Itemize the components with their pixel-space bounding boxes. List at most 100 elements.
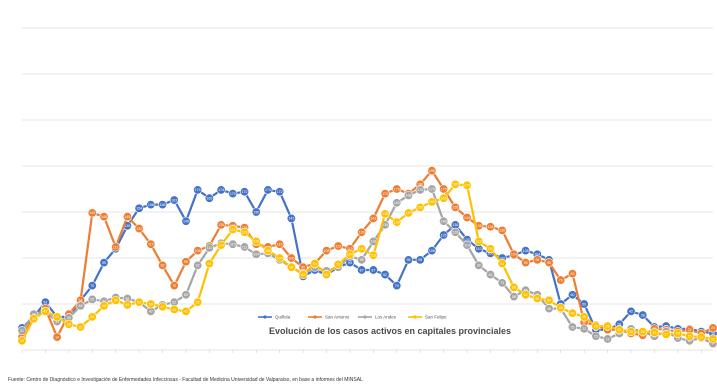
data-point xyxy=(439,216,449,226)
data-point xyxy=(544,258,554,268)
data-label: 68 xyxy=(512,286,516,290)
data-label: 22 xyxy=(617,328,621,332)
data-label: 73 xyxy=(500,281,504,285)
legend-marker xyxy=(413,315,417,319)
data-label: 100 xyxy=(277,256,283,260)
data-point xyxy=(485,222,495,232)
data-point xyxy=(134,224,144,234)
data-point xyxy=(673,328,683,338)
data-label: 52 xyxy=(137,300,141,304)
data-point xyxy=(52,332,62,342)
data-point xyxy=(567,322,577,332)
data-label: 40 xyxy=(570,312,574,316)
data-point xyxy=(532,255,542,265)
data-label: 168 xyxy=(405,194,411,198)
series-quillota: 2436523636547095110135154158158163140174… xyxy=(17,185,717,338)
data-label: 44 xyxy=(172,308,176,312)
data-label: 82 xyxy=(488,273,492,277)
data-point xyxy=(181,216,191,226)
data-label: 149 xyxy=(89,211,95,215)
legend-marker xyxy=(263,315,267,319)
data-label: 112 xyxy=(242,245,248,249)
data-point xyxy=(544,295,554,305)
data-point xyxy=(158,302,168,312)
data-label: 165 xyxy=(206,197,212,201)
data-label: 158 xyxy=(148,203,154,207)
data-label: 108 xyxy=(523,249,529,253)
data-point xyxy=(357,255,367,265)
data-label: 112 xyxy=(113,245,119,249)
data-point xyxy=(169,195,179,205)
data-label: 92 xyxy=(196,264,200,268)
data-point xyxy=(111,242,121,252)
data-label: 52 xyxy=(196,300,200,304)
data-point xyxy=(591,331,601,341)
data-label: 118 xyxy=(476,240,482,244)
data-label: 108 xyxy=(429,249,435,253)
data-label: 110 xyxy=(476,247,482,251)
legend-label: San Felipe xyxy=(425,315,447,320)
data-label: 55 xyxy=(90,298,94,302)
data-label: 48 xyxy=(102,304,106,308)
data-point xyxy=(87,294,97,304)
data-label: 143 xyxy=(288,217,294,221)
data-point xyxy=(216,185,226,195)
data-label: 103 xyxy=(370,254,376,258)
data-label: 104 xyxy=(511,253,517,257)
data-point xyxy=(661,329,671,339)
data-label: 26 xyxy=(594,324,598,328)
data-label: 131 xyxy=(230,228,236,232)
data-label: 125 xyxy=(441,233,447,237)
data-point xyxy=(368,265,378,275)
data-label: 114 xyxy=(218,243,224,247)
data-point xyxy=(521,246,531,256)
data-label: 136 xyxy=(452,223,458,227)
data-point xyxy=(509,282,519,292)
data-label: 118 xyxy=(253,240,259,244)
data-point xyxy=(368,250,378,260)
data-label: 42 xyxy=(184,310,188,314)
data-label: 18 xyxy=(676,332,680,336)
data-label: 28 xyxy=(67,323,71,327)
data-label: 15 xyxy=(594,335,598,339)
data-label: 110 xyxy=(488,247,494,251)
data-point xyxy=(17,336,27,346)
data-point xyxy=(322,246,332,256)
data-label: 92 xyxy=(161,264,165,268)
data-label: 45 xyxy=(547,307,551,311)
data-label: 179 xyxy=(464,184,470,188)
data-label: 175 xyxy=(429,187,435,191)
data-point xyxy=(403,255,413,265)
data-point xyxy=(275,253,285,263)
legend-item-san-felipe: San Felipe xyxy=(408,315,447,320)
data-point xyxy=(216,240,226,250)
data-point xyxy=(158,260,168,270)
data-label: 31 xyxy=(55,320,59,324)
data-point xyxy=(497,278,507,288)
data-label: 98 xyxy=(406,258,410,262)
data-point xyxy=(638,310,648,320)
data-label: 108 xyxy=(265,249,271,253)
data-label: 108 xyxy=(324,249,330,253)
data-point xyxy=(509,249,519,259)
data-label: 115 xyxy=(148,243,154,247)
legend-item-san-antonio: San Antonio xyxy=(308,315,350,320)
data-point xyxy=(87,312,97,322)
data-label: 7 xyxy=(712,342,714,346)
data-point xyxy=(193,260,203,270)
series-line-san-antonio xyxy=(21,169,714,339)
data-point xyxy=(556,275,566,285)
data-point xyxy=(591,321,601,331)
data-point xyxy=(111,295,121,305)
data-point xyxy=(380,189,390,199)
data-label: 30 xyxy=(582,321,586,325)
data-label: 22 xyxy=(688,328,692,332)
data-label: 94 xyxy=(207,262,211,266)
data-label: 163 xyxy=(171,198,177,202)
data-label: 170 xyxy=(230,192,236,196)
data-label: 150 xyxy=(253,210,259,214)
data-label: 135 xyxy=(476,224,482,228)
data-label: 144 xyxy=(464,216,470,220)
data-label: 160 xyxy=(394,201,400,205)
data-point xyxy=(146,299,156,309)
